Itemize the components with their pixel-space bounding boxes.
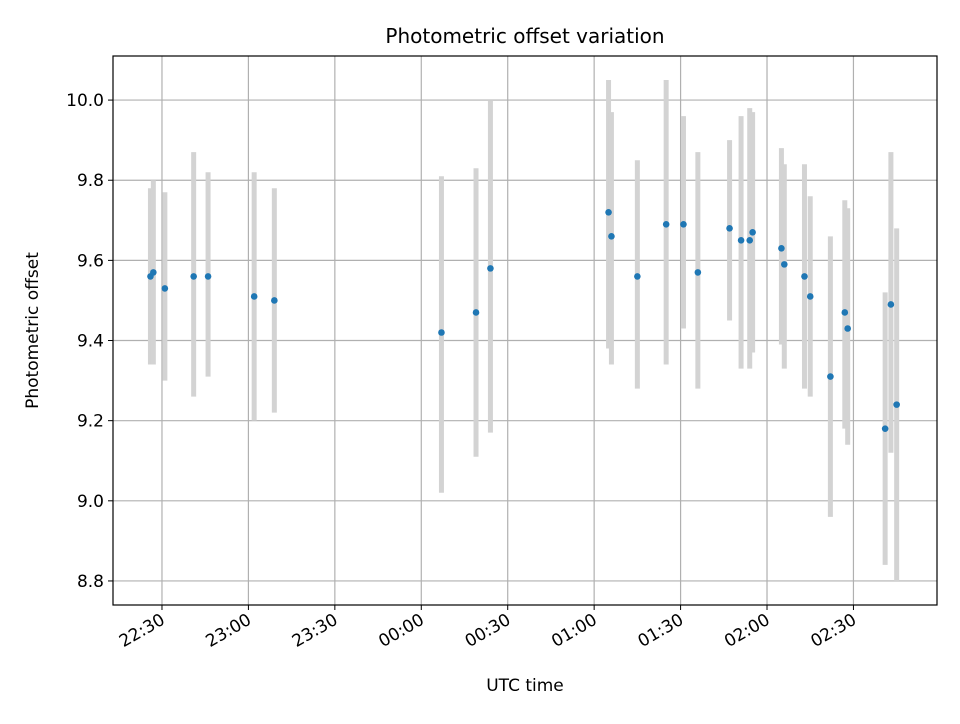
y-tick-label: 10.0 <box>66 91 104 111</box>
data-point <box>801 273 808 280</box>
data-point <box>881 425 889 432</box>
data-point <box>271 297 278 304</box>
data-point <box>827 373 834 380</box>
data-point-layer <box>147 208 900 432</box>
data-point <box>250 293 258 300</box>
data-point <box>746 237 754 244</box>
data-point <box>150 269 157 276</box>
data-point <box>726 225 733 232</box>
data-point <box>694 269 702 276</box>
data-point <box>605 208 612 216</box>
y-tick-label: 9.0 <box>77 492 104 512</box>
data-point <box>749 229 756 236</box>
data-point <box>472 309 480 316</box>
x-tick-label: 23:00 <box>202 610 254 652</box>
data-point <box>893 401 900 408</box>
data-point <box>806 293 814 300</box>
y-axis-label: Photometric offset <box>23 252 43 409</box>
data-point <box>781 261 788 268</box>
y-tick-label: 8.8 <box>77 572 104 592</box>
data-point <box>161 285 169 292</box>
data-point <box>438 329 445 336</box>
data-point <box>841 309 849 316</box>
data-point <box>844 325 851 332</box>
error-bar-layer <box>147 80 900 581</box>
data-point <box>190 273 197 280</box>
chart-title: Photometric offset variation <box>385 24 664 48</box>
x-tick-label: 22:30 <box>116 610 168 652</box>
data-point <box>778 245 785 252</box>
data-point <box>662 221 670 228</box>
data-point <box>737 237 745 244</box>
x-tick-label: 01:00 <box>548 610 600 652</box>
x-tick-label: 23:30 <box>289 610 341 652</box>
data-point <box>608 233 615 240</box>
y-tick-label: 9.8 <box>77 171 104 191</box>
grid-layer <box>113 56 937 605</box>
y-tick-label: 9.6 <box>77 251 104 271</box>
x-axis-label: UTC time <box>486 676 564 696</box>
data-point <box>204 273 212 280</box>
y-tick-label: 9.2 <box>77 412 104 432</box>
data-point <box>487 265 494 272</box>
x-tick-label: 00:00 <box>375 610 427 652</box>
data-point <box>680 221 687 228</box>
plot-frame <box>112 55 938 606</box>
x-tick-label: 02:00 <box>721 610 773 652</box>
x-tick-label: 00:30 <box>462 610 514 652</box>
data-point <box>634 273 641 280</box>
data-point <box>887 301 895 308</box>
y-tick-label: 9.4 <box>77 332 104 352</box>
x-tick-label: 01:30 <box>635 610 687 652</box>
x-tick-label: 02:30 <box>808 610 860 652</box>
